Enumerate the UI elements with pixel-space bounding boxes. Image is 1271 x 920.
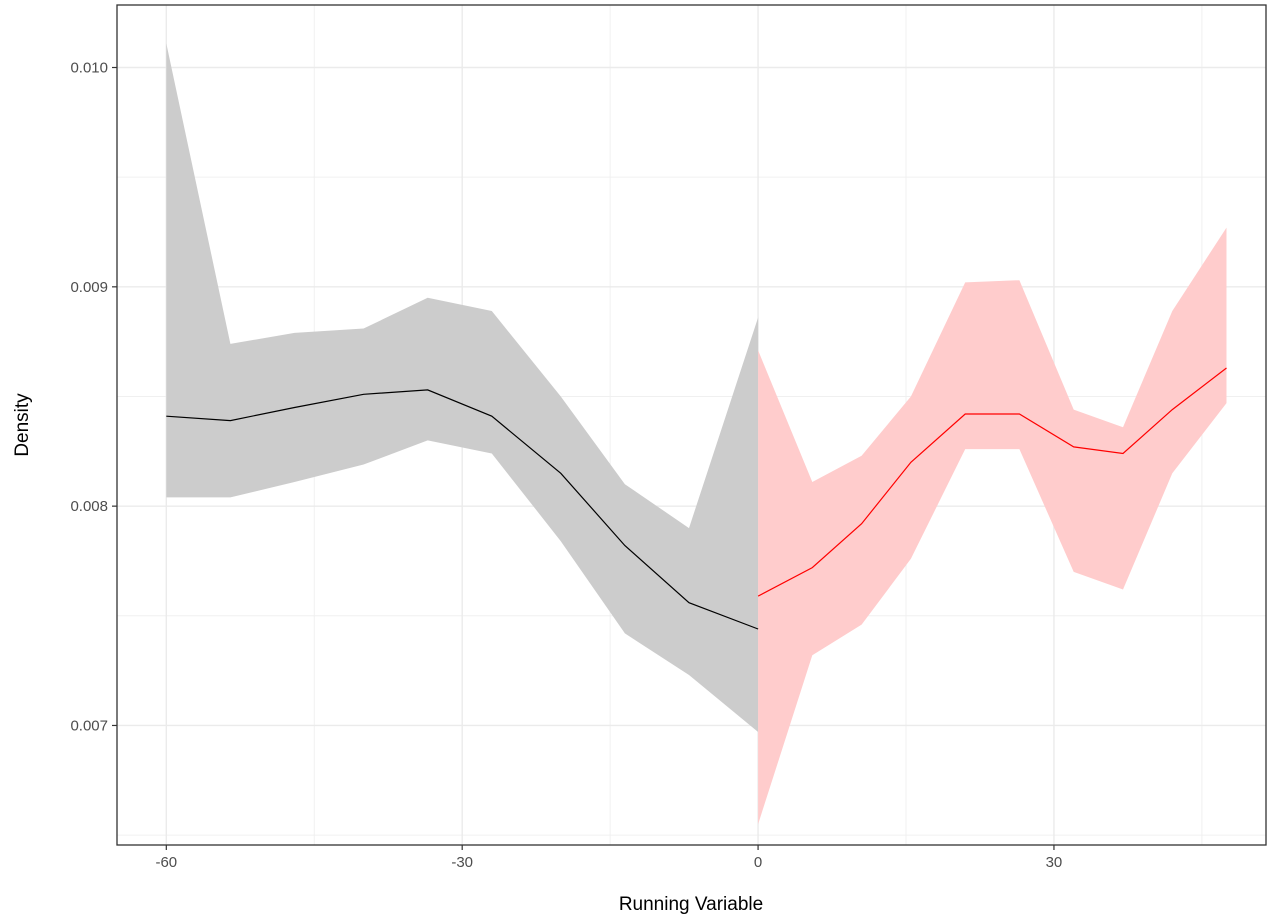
confidence-ribbon-2 [758,227,1227,825]
density-line-2 [757,367,1227,597]
x-tick-label: 30 [1046,854,1063,871]
density-lines [166,367,1227,630]
y-tick-label: 0.008 [70,498,108,515]
y-axis-title: Density [12,393,33,457]
y-tick-label: 0.007 [70,717,108,734]
confidence-ribbon-1 [166,43,759,732]
x-axis: -60 -30 0 30 [155,845,1062,871]
x-axis-title: Running Variable [619,894,763,915]
panel-border [116,4,1267,846]
y-axis: 0.007 0.008 0.009 0.010 [70,60,117,734]
x-tick-label: -60 [155,854,177,871]
x-tick-label: -30 [451,854,473,871]
confidence-ribbons [166,43,1227,825]
y-tick-label: 0.009 [70,279,108,296]
density-line-1 [166,389,759,630]
y-tick-label: 0.010 [70,60,108,77]
x-tick-label: 0 [754,854,762,871]
